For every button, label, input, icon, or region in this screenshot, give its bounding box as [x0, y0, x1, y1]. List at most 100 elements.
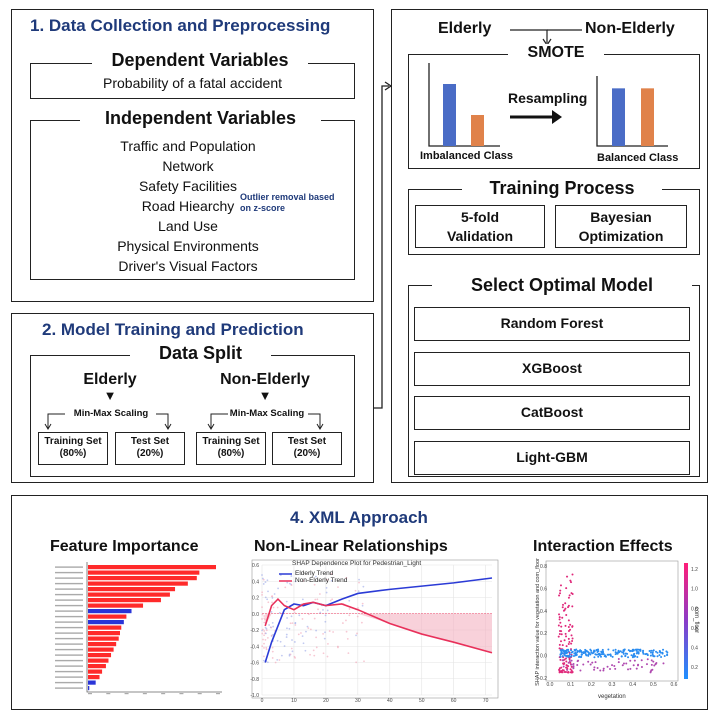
scatter-point: [560, 671, 563, 674]
scatter-point: [665, 650, 668, 653]
x-tick-label: 0.0: [547, 682, 554, 688]
section4-title: 4. XML Approach: [290, 508, 428, 527]
scatter-point: [609, 653, 612, 656]
scatter-point: [559, 658, 562, 661]
scatter-point: [648, 650, 651, 653]
scatter-point: [271, 657, 274, 659]
training-set-label: Training Set: [202, 436, 260, 447]
scatter-point: [324, 614, 327, 617]
scatter-point: [593, 666, 596, 669]
scatter-point: [651, 651, 654, 654]
scatter-point: [624, 652, 627, 655]
scatter-point: [291, 639, 293, 641]
feature-label-placeholder: [55, 610, 83, 612]
smote-elderly-label: Elderly: [438, 20, 492, 37]
scatter-point: [558, 668, 561, 671]
scatter-point: [301, 635, 304, 637]
scatter-point: [271, 646, 274, 649]
scatter-point: [569, 628, 572, 631]
scatter-point: [559, 584, 562, 587]
scatter-point: [356, 632, 358, 635]
interaction-effects-title: Interaction Effects: [533, 538, 673, 555]
model-xgboost: XGBoost: [414, 352, 690, 386]
split-non-elderly-label: Non-Elderly: [220, 371, 310, 388]
scatter-point: [327, 642, 329, 645]
scatter-point: [565, 666, 568, 669]
scatter-point: [613, 665, 616, 668]
scatter-point: [562, 662, 565, 665]
scatter-point: [565, 587, 568, 590]
scatter-point: [285, 636, 288, 638]
scatter-point: [593, 656, 596, 659]
list-item: Road Hiearchy: [141, 198, 235, 214]
scatter-point: [640, 659, 643, 662]
scatter-point: [271, 601, 273, 604]
training-set-label: Training Set: [44, 436, 102, 447]
scatter-point: [569, 623, 572, 626]
x-tick-placeholder: [142, 693, 147, 695]
scatter-point: [322, 652, 325, 655]
scatter-point: [584, 651, 587, 654]
scatter-point: [569, 655, 572, 658]
scatter-point: [652, 649, 655, 652]
scatter-point: [263, 615, 266, 617]
scatter-point: [565, 660, 568, 663]
scatter-point: [585, 654, 588, 657]
scatter-point: [580, 655, 583, 658]
scatter-point: [656, 651, 659, 654]
scatter-point: [633, 659, 636, 662]
scatter-point: [564, 602, 567, 605]
scatter-point: [265, 632, 267, 635]
scatter-point: [558, 633, 561, 636]
scatter-point: [559, 655, 562, 658]
scatter-point: [636, 655, 639, 658]
scatter-point: [285, 600, 288, 603]
test-set-label: Test Set: [130, 436, 170, 447]
feature-label-placeholder: [55, 588, 83, 590]
scatter-point: [272, 625, 275, 628]
smote-non-elderly-label: Non-Elderly: [585, 20, 675, 37]
colorbar-tick-label: 0.2: [691, 665, 698, 671]
scatter-point: [315, 629, 318, 632]
scatter-point: [576, 663, 579, 666]
y-tick-label: 0.4: [540, 609, 547, 615]
scatter-point: [558, 630, 561, 633]
scatter-point: [293, 611, 296, 614]
colorbar-tick-label: 0.8: [691, 606, 698, 612]
scatter-point: [315, 575, 317, 578]
scatter-point: [641, 651, 644, 654]
balanced-class-label: Balanced Class: [597, 152, 679, 164]
scatter-point: [362, 585, 365, 588]
scatter-point: [357, 607, 359, 609]
scatter-point: [589, 653, 592, 656]
optimal-model-header: Select Optimal Model: [432, 275, 692, 296]
non-linear-title: Non-Linear Relationships: [254, 538, 448, 555]
scatter-point: [313, 617, 316, 620]
scatter-point: [561, 644, 564, 647]
scatter-point: [263, 647, 265, 649]
importance-bar: [88, 631, 120, 636]
outlier-note-line2: on z-score: [240, 203, 286, 213]
scatter-point: [278, 611, 281, 614]
training-set-non-elderly: Training Set (80%): [196, 432, 266, 465]
importance-bar: [88, 658, 109, 663]
scatter-point: [261, 645, 264, 648]
scatter-point: [633, 652, 636, 655]
feature-label-placeholder: [55, 621, 83, 623]
scatter-point: [565, 613, 568, 616]
scatter-point: [624, 654, 627, 657]
scatter-point: [563, 653, 566, 656]
scatter-point: [617, 657, 620, 660]
model-random-forest: Random Forest: [414, 307, 690, 341]
x-tick-label: 60: [451, 698, 457, 704]
scatter-point: [261, 613, 264, 616]
importance-bar: [88, 587, 176, 592]
scatter-point: [328, 630, 331, 632]
scatter-point: [347, 652, 350, 655]
legend-elderly-label: Elderly Trend: [295, 570, 334, 577]
scatter-point: [632, 664, 635, 667]
scatter-point: [564, 649, 567, 652]
scatter-point: [568, 658, 571, 661]
